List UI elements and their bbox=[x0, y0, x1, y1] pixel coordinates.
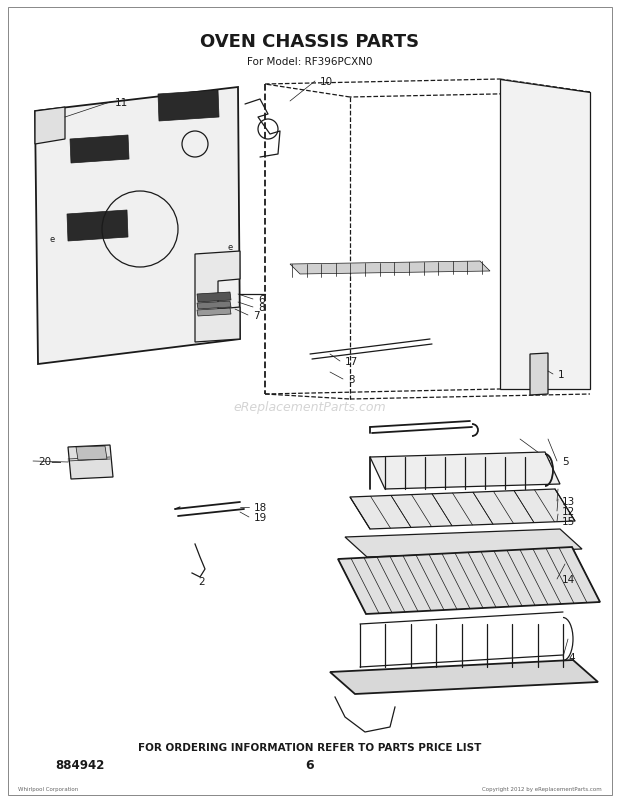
Polygon shape bbox=[290, 262, 490, 275]
Text: 3: 3 bbox=[348, 374, 355, 385]
Text: 5: 5 bbox=[562, 456, 569, 467]
Text: 10: 10 bbox=[320, 77, 333, 87]
Polygon shape bbox=[76, 446, 107, 460]
Text: 884942: 884942 bbox=[55, 759, 104, 772]
Polygon shape bbox=[35, 88, 240, 365]
Polygon shape bbox=[67, 210, 128, 242]
Text: FOR ORDERING INFORMATION REFER TO PARTS PRICE LIST: FOR ORDERING INFORMATION REFER TO PARTS … bbox=[138, 742, 482, 752]
Text: For Model: RF396PCXN0: For Model: RF396PCXN0 bbox=[247, 57, 373, 67]
Text: 7: 7 bbox=[253, 311, 260, 320]
Polygon shape bbox=[35, 108, 65, 145]
Text: e: e bbox=[228, 243, 233, 252]
Text: 1: 1 bbox=[558, 369, 565, 380]
Text: 18: 18 bbox=[254, 503, 267, 512]
Polygon shape bbox=[197, 302, 231, 310]
Polygon shape bbox=[70, 136, 129, 164]
Polygon shape bbox=[8, 8, 612, 795]
Polygon shape bbox=[338, 548, 600, 614]
Polygon shape bbox=[370, 452, 560, 489]
Polygon shape bbox=[530, 353, 548, 396]
Polygon shape bbox=[330, 660, 598, 694]
Text: 19: 19 bbox=[254, 512, 267, 522]
Text: 8: 8 bbox=[258, 303, 265, 312]
Text: 6: 6 bbox=[306, 759, 314, 772]
Text: 4: 4 bbox=[568, 652, 575, 662]
Text: 14: 14 bbox=[562, 574, 575, 585]
Polygon shape bbox=[345, 529, 582, 557]
Text: Copyright 2012 by eReplacementParts.com: Copyright 2012 by eReplacementParts.com bbox=[482, 786, 602, 792]
Text: e: e bbox=[50, 235, 55, 244]
Polygon shape bbox=[197, 308, 231, 316]
Polygon shape bbox=[197, 292, 231, 303]
Polygon shape bbox=[350, 489, 575, 529]
Text: 17: 17 bbox=[345, 357, 358, 366]
Polygon shape bbox=[500, 80, 590, 389]
Text: 11: 11 bbox=[115, 98, 128, 108]
Polygon shape bbox=[158, 91, 219, 122]
Text: 2: 2 bbox=[198, 577, 205, 586]
Text: 15: 15 bbox=[562, 516, 575, 526]
Text: 13: 13 bbox=[562, 496, 575, 507]
Polygon shape bbox=[195, 251, 240, 343]
Text: 20—: 20— bbox=[38, 456, 61, 467]
Text: 6: 6 bbox=[258, 295, 265, 304]
Text: Whirlpool Corporation: Whirlpool Corporation bbox=[18, 786, 78, 792]
Text: OVEN CHASSIS PARTS: OVEN CHASSIS PARTS bbox=[200, 33, 420, 51]
Text: 12: 12 bbox=[562, 507, 575, 516]
Polygon shape bbox=[68, 446, 113, 479]
Text: eReplacementParts.com: eReplacementParts.com bbox=[234, 401, 386, 414]
